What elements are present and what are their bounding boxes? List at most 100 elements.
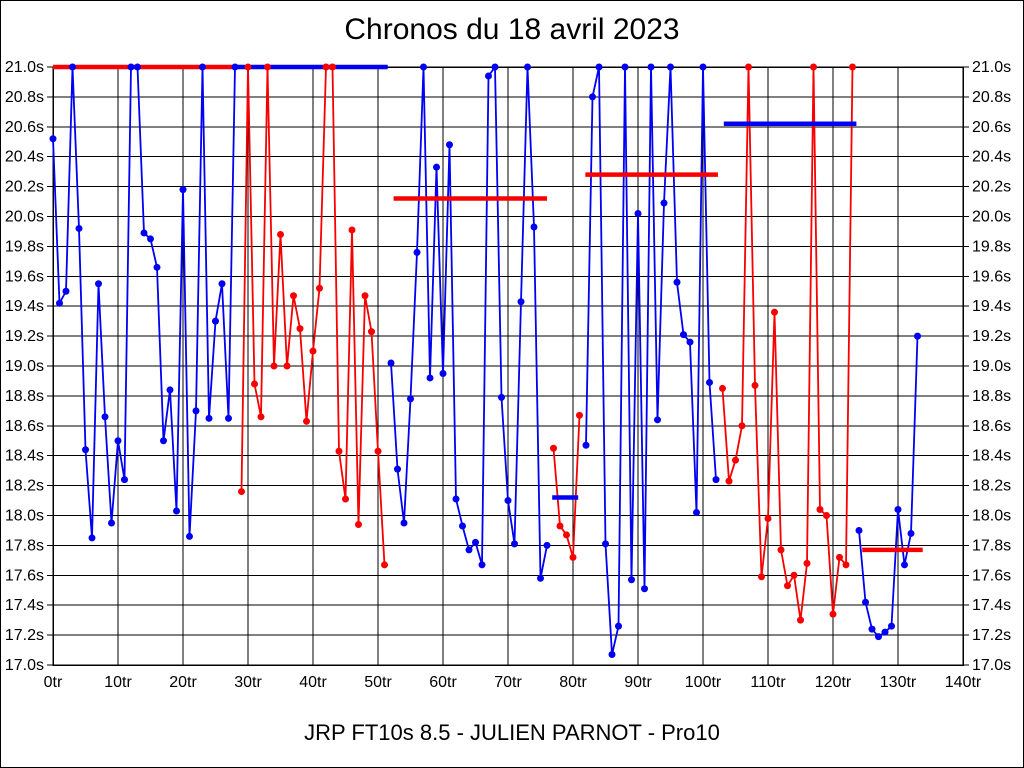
run-2-point: [322, 63, 330, 71]
run-7-point: [888, 622, 895, 630]
run-1-point: [179, 186, 187, 194]
run-3-point: [407, 395, 414, 403]
run-6-point: [725, 477, 733, 485]
run-1-point: [160, 437, 167, 445]
run-4-point: [556, 522, 564, 530]
run-1-point: [49, 135, 57, 143]
run-4-point: [569, 553, 577, 561]
run-1-point: [212, 317, 219, 325]
run-2-point: [251, 380, 258, 388]
y-tick-label-right: 18.4s: [972, 448, 1011, 465]
run-2-point: [238, 488, 245, 496]
run-2-point: [381, 561, 388, 569]
y-tick-label-right: 18.0s: [972, 508, 1011, 525]
x-tick-label: 80tr: [559, 674, 587, 691]
run-7-point: [855, 526, 863, 534]
y-tick-label-left: 18.0s: [5, 508, 44, 525]
run-1-point: [134, 63, 141, 71]
y-tick-label-left: 17.8s: [5, 537, 44, 554]
run-2-point: [368, 328, 375, 336]
run-7-point: [881, 628, 889, 636]
run-1-point: [95, 280, 102, 288]
run-1-point: [88, 534, 96, 542]
y-tick-label-right: 19.0s: [972, 358, 1011, 375]
run-6-point: [745, 63, 752, 71]
y-tick-label-right: 20.4s: [972, 149, 1011, 166]
run-6-point: [836, 553, 843, 561]
run-4-point: [550, 444, 557, 452]
run-6-point: [738, 422, 746, 430]
run-3-point: [426, 374, 434, 382]
run-1-point: [153, 263, 161, 271]
run-6-point: [829, 610, 837, 618]
run-1-point: [121, 476, 128, 484]
x-tick-label: 120tr: [815, 674, 852, 691]
run-1-point: [75, 224, 83, 232]
run-5-point: [693, 509, 700, 517]
run-1-point: [108, 519, 115, 527]
run-6-point: [810, 63, 817, 71]
run-3-point: [465, 546, 473, 554]
run-7-point: [875, 633, 882, 641]
run-2-point: [316, 284, 323, 292]
run-2-point: [309, 347, 317, 355]
x-tick-label: 90tr: [624, 674, 652, 691]
run-5-point: [673, 278, 681, 286]
run-5-point: [602, 540, 609, 548]
chart-title: Chronos du 18 avril 2023: [344, 13, 680, 46]
x-tick-label: 60tr: [429, 674, 457, 691]
run-2-point: [303, 417, 310, 425]
run-6-point: [797, 616, 804, 624]
run-3-point: [543, 541, 551, 549]
run-3-point: [537, 574, 544, 582]
run-3-point: [387, 359, 395, 367]
x-tick-label: 0tr: [44, 674, 63, 691]
x-tick-label: 110tr: [750, 674, 786, 691]
run-2-point: [335, 447, 343, 455]
run-2-point: [329, 63, 336, 71]
run-3-point: [446, 141, 453, 149]
run-3-point: [420, 63, 427, 71]
run-6-point: [764, 514, 772, 522]
x-tick-label: 100tr: [685, 674, 722, 691]
y-tick-label-left: 19.6s: [5, 268, 44, 285]
y-tick-label-left: 19.4s: [5, 298, 44, 315]
run-1-point: [173, 507, 180, 515]
y-tick-label-left: 19.8s: [5, 238, 44, 255]
run-1-point: [218, 280, 226, 288]
x-tick-label: 10tr: [104, 674, 132, 691]
run-1-line: [52, 66, 236, 539]
run-1-point: [231, 63, 239, 71]
run-7-point: [907, 529, 915, 537]
y-tick-label-left: 21.0s: [5, 59, 44, 76]
run-1-point: [199, 63, 206, 71]
run-5-point: [654, 416, 661, 424]
run-6-point: [784, 582, 791, 590]
y-tick-label-right: 17.8s: [972, 537, 1011, 554]
y-tick-label-right: 17.4s: [972, 597, 1011, 614]
x-tick-label: 30tr: [234, 674, 262, 691]
y-tick-label-right: 18.6s: [972, 418, 1011, 435]
run-3-point: [524, 63, 531, 71]
run-1-point: [127, 63, 135, 71]
y-tick-label-left: 20.4s: [5, 149, 44, 166]
y-tick-label-left: 18.2s: [5, 478, 44, 495]
y-tick-label-right: 19.6s: [972, 268, 1011, 285]
run-2-point: [348, 226, 356, 234]
y-tick-label-left: 17.2s: [5, 627, 44, 644]
run-3-point: [433, 163, 440, 171]
run-6-point: [758, 573, 765, 581]
run-2-point: [374, 447, 382, 455]
run-6-point: [732, 456, 739, 464]
y-tick-label-right: 17.0s: [972, 657, 1011, 674]
x-tick-label: 40tr: [299, 674, 327, 691]
run-6-point: [751, 381, 759, 389]
y-tick-label-right: 19.2s: [972, 328, 1011, 345]
run-3-point: [400, 519, 408, 527]
run-1-point: [192, 407, 200, 415]
run-6-point: [777, 546, 785, 554]
run-3-point: [472, 538, 479, 546]
run-3-point: [491, 63, 499, 71]
run-2-point: [277, 230, 284, 238]
run-3-point: [394, 465, 401, 473]
